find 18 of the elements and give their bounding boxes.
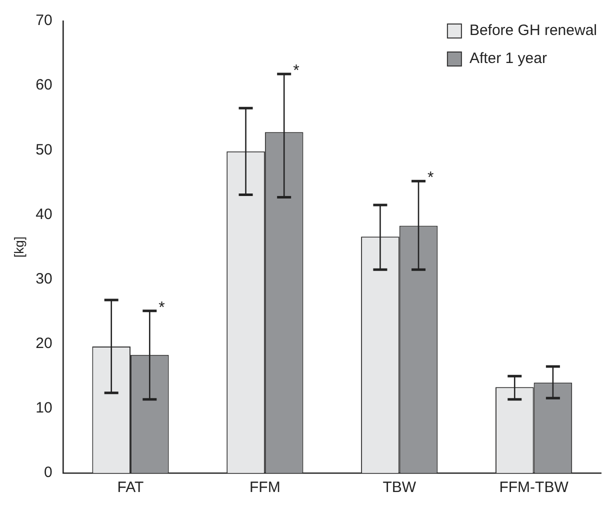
x-tick-label: FAT	[117, 479, 144, 496]
legend-label: Before GH renewal	[469, 22, 598, 40]
y-tick-label: 30	[36, 270, 52, 288]
annotation: *	[293, 62, 300, 80]
y-tick-label: 0	[44, 464, 52, 482]
annotation: *	[428, 170, 434, 187]
y-tick-label: 40	[36, 206, 52, 223]
x-tick-label: TBW	[382, 479, 417, 496]
y-tick-label: 70	[36, 12, 52, 30]
y-tick-label: 10	[36, 400, 52, 417]
y-tick-label: 20	[36, 335, 52, 352]
y-tick-label: 50	[36, 141, 52, 158]
x-tick-label: FFM-TBW	[499, 479, 570, 496]
x-tick-label: FFM	[250, 479, 280, 496]
annotation: *	[158, 299, 165, 316]
y-tick-label: 60	[36, 76, 52, 94]
legend-label: After 1 year	[469, 50, 547, 68]
y-axis-title: [kg]	[11, 236, 26, 258]
